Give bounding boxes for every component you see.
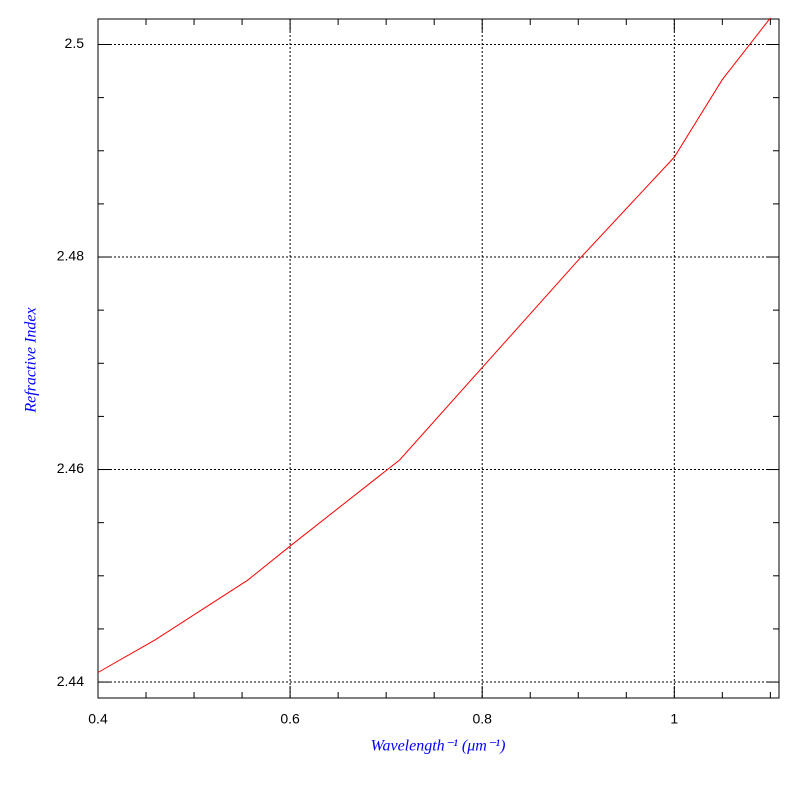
x-tick-label: 0.6	[280, 711, 300, 727]
y-tick-label: 2.5	[65, 35, 85, 51]
y-tick-label: 2.44	[57, 673, 84, 689]
data-line	[97, 17, 771, 673]
x-tick-label: 1	[670, 711, 678, 727]
x-axis-label: Wavelength⁻¹ (μm⁻¹)	[371, 738, 506, 755]
y-tick-label: 2.46	[57, 460, 84, 476]
y-tick-label: 2.48	[57, 248, 84, 264]
x-tick-label: 0.4	[88, 711, 108, 727]
plot-frame	[97, 18, 780, 699]
y-axis-label: Refractive Index	[23, 307, 40, 413]
x-tick-label: 0.8	[472, 711, 492, 727]
